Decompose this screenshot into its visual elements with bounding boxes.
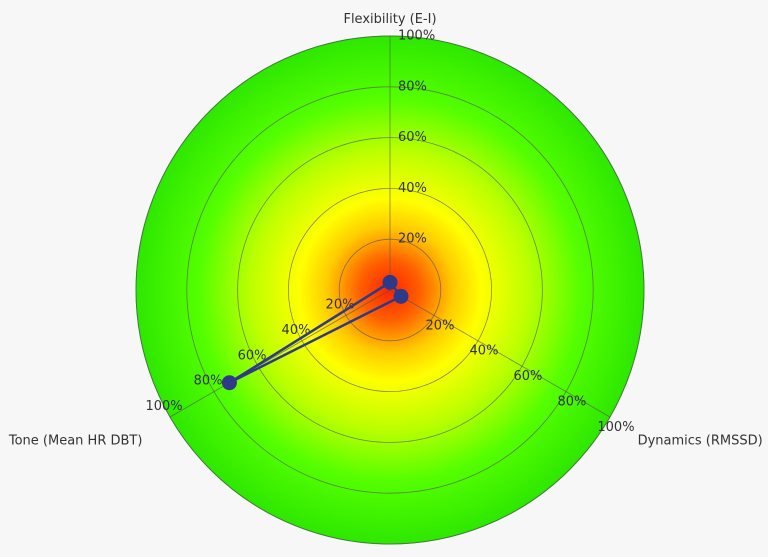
r-tick-label: 40% (470, 344, 499, 359)
r-tick-label: 20% (326, 298, 355, 313)
r-tick-label: 60% (398, 130, 427, 145)
data-point (382, 274, 398, 290)
r-tick-label: 100% (597, 420, 634, 435)
r-tick-label: 80% (194, 374, 223, 389)
r-tick-label: 80% (398, 79, 427, 94)
category-label: Tone (Mean HR DBT) (8, 434, 143, 449)
series-line (228, 280, 403, 384)
r-tick-label: 20% (398, 232, 427, 247)
r-tick-label: 100% (145, 399, 182, 414)
r-tick-label: 80% (558, 394, 587, 409)
axis-line (169, 289, 391, 418)
r-tick-label: 60% (514, 369, 543, 384)
axis-line (389, 289, 611, 418)
data-point (393, 288, 409, 304)
category-label: Flexibility (E-I) (343, 12, 436, 27)
category-label: Dynamics (RMSSD) (638, 434, 763, 449)
r-tick-label: 40% (282, 323, 311, 338)
r-tick-label: 20% (426, 318, 455, 333)
r-tick-label: 100% (398, 29, 435, 44)
r-tick-label: 60% (238, 348, 267, 363)
r-tick-label: 40% (398, 181, 427, 196)
data-point (221, 375, 237, 391)
